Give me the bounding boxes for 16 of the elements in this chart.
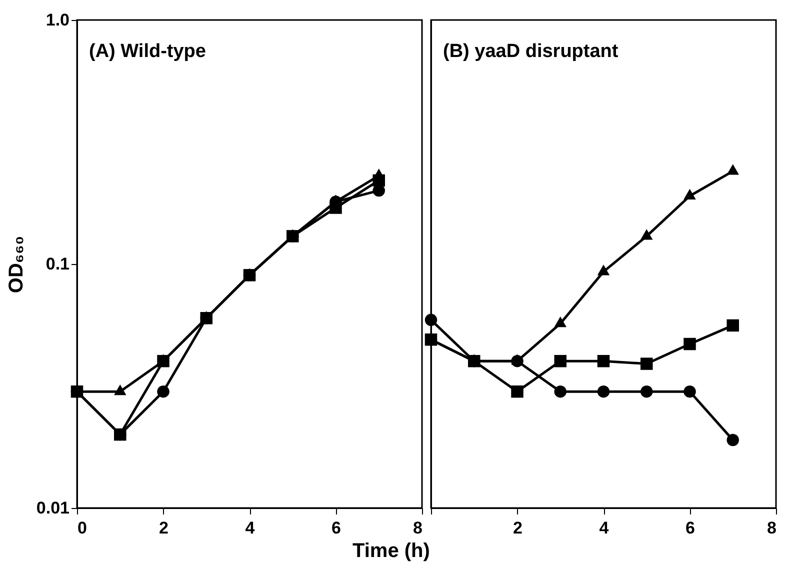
x-tick-label: 8 [413, 518, 422, 538]
x-axis-title: Time (h) [352, 540, 430, 562]
x-tick-label: 2 [513, 518, 522, 538]
y-axis-title: OD₆₆₀ [5, 236, 28, 294]
x-tick-label: 4 [599, 518, 610, 538]
y-tick-label: 0.01 [36, 498, 70, 518]
annotation: (A) Wild-type [89, 41, 206, 62]
y-tick-label: 1.0 [46, 10, 70, 30]
x-tick-label: 2 [159, 518, 168, 538]
annotation: (B) yaaD disruptant [443, 41, 619, 62]
x-tick-label: 6 [332, 518, 341, 538]
y-tick-label: 0.1 [46, 254, 70, 274]
x-tick-label: 6 [686, 518, 695, 538]
x-tick-label: 0 [78, 518, 87, 538]
x-tick-label: 4 [245, 518, 256, 538]
x-tick-label: 8 [767, 518, 776, 538]
